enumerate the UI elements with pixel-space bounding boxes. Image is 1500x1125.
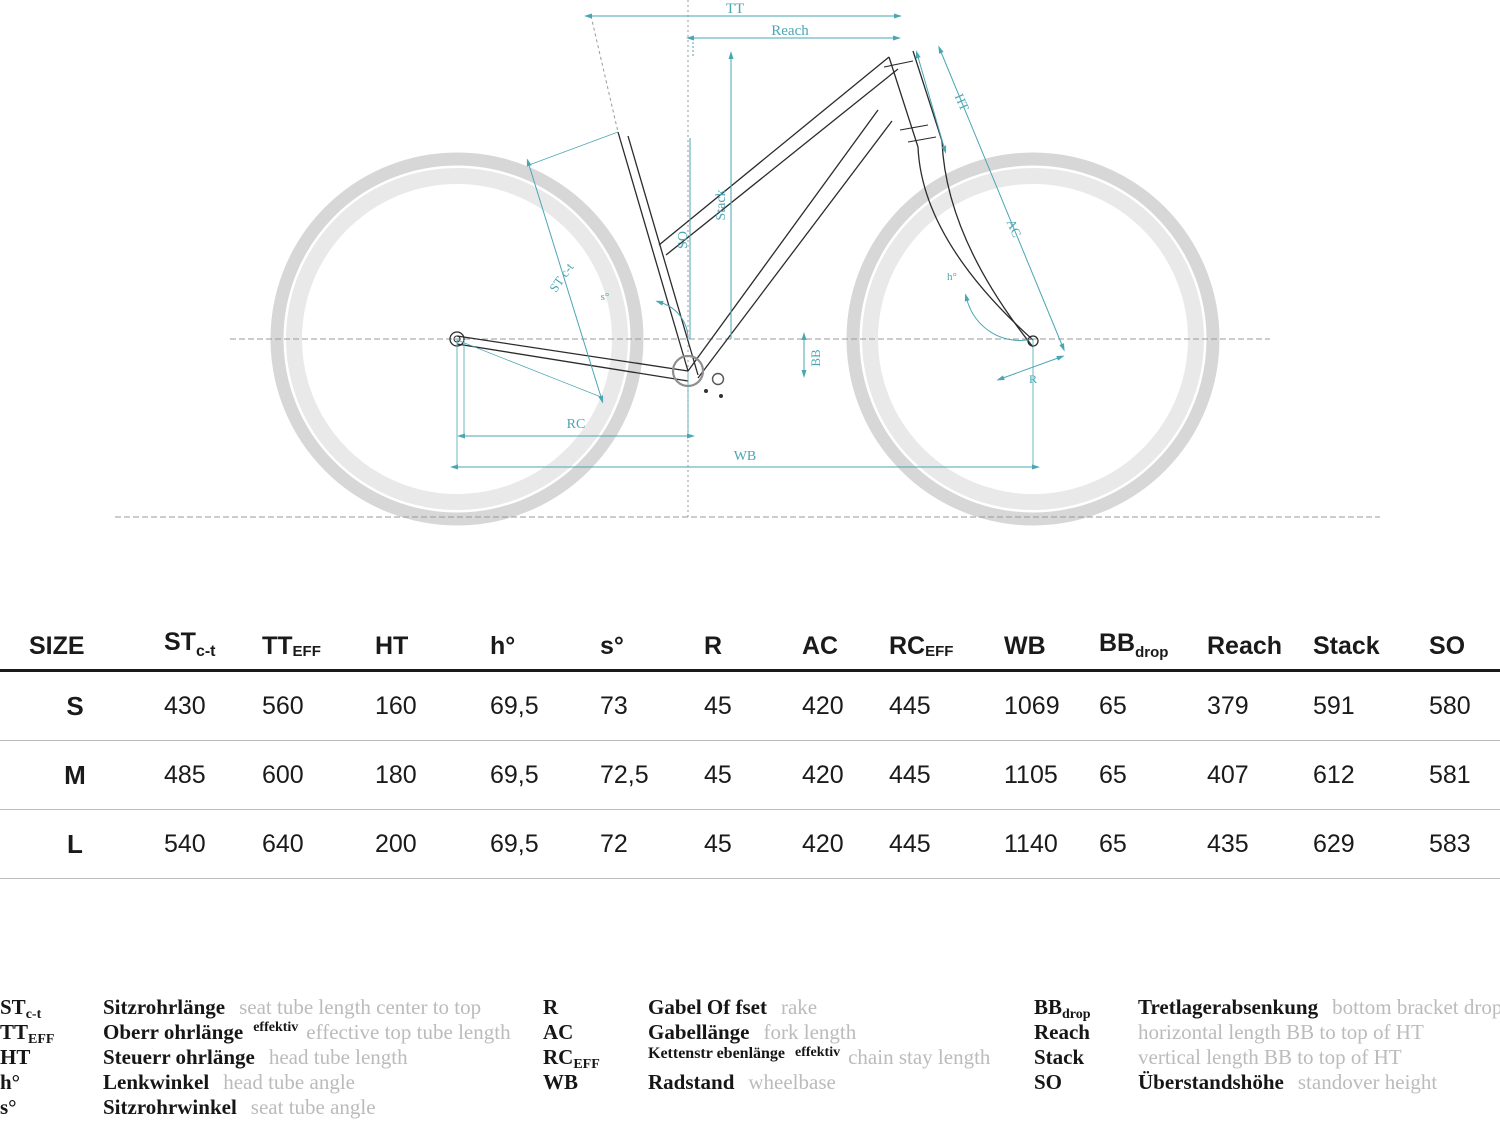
svg-text:R: R xyxy=(1029,372,1037,386)
svg-text:WB: WB xyxy=(734,449,757,464)
svg-text:Reach: Reach xyxy=(771,23,809,39)
svg-text:HT: HT xyxy=(952,91,973,113)
svg-text:SO: SO xyxy=(676,231,691,249)
svg-text:Stack: Stack xyxy=(714,189,729,220)
svg-text:AC: AC xyxy=(1004,217,1025,240)
svg-text:ST c-t: ST c-t xyxy=(546,260,577,295)
svg-text:s°: s° xyxy=(601,291,610,303)
svg-text:BB: BB xyxy=(808,349,823,367)
svg-text:RC: RC xyxy=(567,417,586,432)
svg-text:TT: TT xyxy=(726,1,744,17)
svg-text:h°: h° xyxy=(947,271,957,283)
